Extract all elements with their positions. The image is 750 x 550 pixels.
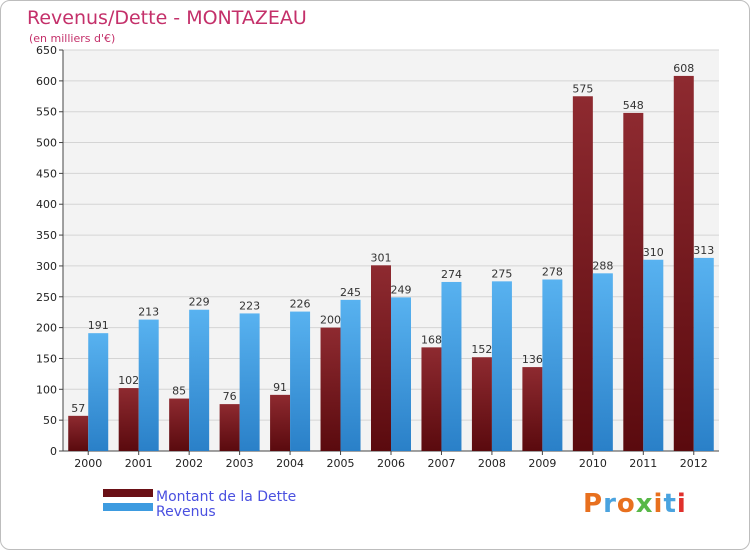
bar-dette xyxy=(572,96,593,452)
bar-revenus xyxy=(340,299,361,451)
data-label-dette: 57 xyxy=(71,402,85,415)
y-tick-label: 250 xyxy=(36,291,57,304)
data-label-revenus: 275 xyxy=(491,267,512,280)
data-label-dette: 301 xyxy=(371,251,392,264)
bar-dette xyxy=(68,415,89,451)
y-tick-label: 350 xyxy=(36,229,57,242)
legend-swatch-dette xyxy=(103,489,153,497)
y-tick-label: 600 xyxy=(36,75,57,88)
data-label-revenus: 245 xyxy=(340,286,361,299)
y-tick-label: 450 xyxy=(36,167,57,180)
y-tick-label: 100 xyxy=(36,383,57,396)
y-tick-label: 50 xyxy=(43,414,57,427)
bar-dette xyxy=(421,347,442,451)
data-label-revenus: 274 xyxy=(441,268,462,281)
bar-dette xyxy=(623,112,644,452)
x-tick-label: 2002 xyxy=(175,457,203,470)
data-label-dette: 168 xyxy=(421,333,442,346)
x-tick-label: 2009 xyxy=(528,457,556,470)
data-label-revenus: 313 xyxy=(693,244,714,257)
bar-revenus xyxy=(693,257,714,451)
data-label-revenus: 310 xyxy=(643,246,664,259)
data-label-revenus: 229 xyxy=(189,296,210,309)
chart-title: Revenus/Dette - MONTAZEAU xyxy=(27,7,307,29)
data-label-dette: 85 xyxy=(172,385,186,398)
x-tick-label: 2007 xyxy=(427,457,455,470)
bar-revenus xyxy=(643,259,664,451)
data-label-revenus: 213 xyxy=(138,306,159,319)
bar-dette xyxy=(371,265,391,451)
data-label-dette: 76 xyxy=(223,390,237,403)
y-tick-label: 200 xyxy=(36,322,57,335)
y-tick-label: 500 xyxy=(36,137,57,150)
data-label-dette: 102 xyxy=(118,374,139,387)
bar-dette xyxy=(320,327,341,451)
data-label-revenus: 223 xyxy=(239,299,260,312)
bar-revenus xyxy=(391,297,411,451)
bar-revenus xyxy=(189,309,210,451)
data-label-dette: 575 xyxy=(572,82,593,95)
data-label-revenus: 288 xyxy=(592,259,613,272)
legend-label-dette: Montant de la Dette xyxy=(156,489,296,505)
data-label-dette: 608 xyxy=(673,62,694,75)
data-label-revenus: 249 xyxy=(391,283,412,296)
bar-revenus xyxy=(138,319,159,451)
data-label-dette: 136 xyxy=(522,353,543,366)
bar-revenus xyxy=(542,279,563,451)
y-tick-label: 650 xyxy=(36,44,57,57)
proxiti-logo: Proxiti xyxy=(583,489,687,519)
data-label-revenus: 226 xyxy=(290,298,311,311)
data-label-dette: 152 xyxy=(471,343,492,356)
data-label-revenus: 278 xyxy=(542,265,563,278)
bar-dette xyxy=(471,357,492,451)
y-tick-label: 150 xyxy=(36,352,57,365)
x-tick-label: 2000 xyxy=(74,457,102,470)
x-tick-label: 2010 xyxy=(579,457,607,470)
bar-dette xyxy=(219,404,240,451)
bar-revenus xyxy=(290,311,311,451)
bar-dette xyxy=(169,398,190,451)
bar-revenus xyxy=(88,333,109,451)
data-label-revenus: 191 xyxy=(88,319,109,332)
x-tick-label: 2003 xyxy=(226,457,254,470)
y-tick-label: 400 xyxy=(36,198,57,211)
legend-swatch-revenus xyxy=(103,503,153,511)
data-label-dette: 548 xyxy=(623,99,644,112)
bar-revenus xyxy=(441,281,462,451)
x-tick-label: 2004 xyxy=(276,457,304,470)
bar-revenus xyxy=(239,313,260,451)
x-tick-label: 2006 xyxy=(377,457,405,470)
bar-dette xyxy=(673,75,694,451)
x-tick-label: 2005 xyxy=(327,457,355,470)
bar-revenus xyxy=(592,273,613,451)
x-tick-label: 2001 xyxy=(125,457,153,470)
bar-dette xyxy=(118,388,139,451)
bar-dette xyxy=(522,367,543,451)
y-tick-label: 550 xyxy=(36,106,57,119)
x-tick-label: 2011 xyxy=(629,457,657,470)
data-label-dette: 200 xyxy=(320,314,341,327)
bar-dette xyxy=(270,394,291,451)
x-tick-label: 2008 xyxy=(478,457,506,470)
bar-revenus xyxy=(491,281,512,451)
legend-label-revenus: Revenus xyxy=(156,504,216,520)
data-label-dette: 91 xyxy=(273,381,287,394)
y-tick-label: 0 xyxy=(50,445,57,458)
y-tick-label: 300 xyxy=(36,260,57,273)
chart-subtitle: (en milliers d'€) xyxy=(29,32,116,45)
x-tick-label: 2012 xyxy=(680,457,708,470)
